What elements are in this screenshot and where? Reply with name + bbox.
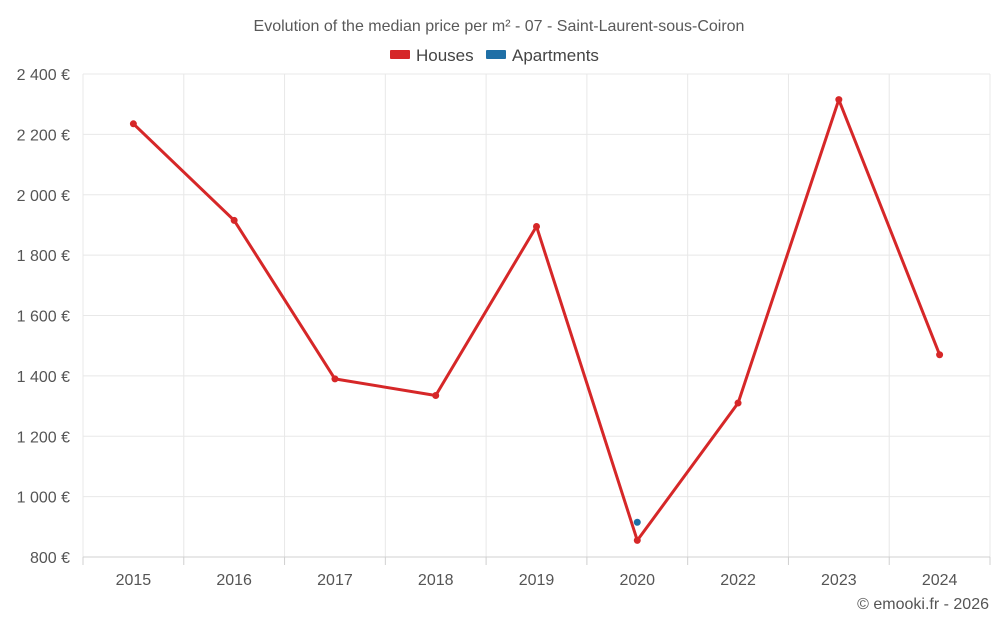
legend-item-houses[interactable]: Houses <box>390 46 474 65</box>
legend-item-apartments[interactable]: Apartments <box>486 46 599 65</box>
legend-swatch-houses <box>390 50 410 59</box>
y-tick-label: 1 400 € <box>17 369 70 386</box>
y-tick-label: 800 € <box>30 550 70 567</box>
x-tick-label: 2020 <box>619 572 655 589</box>
legend-swatch-apartments <box>486 50 506 59</box>
series <box>129 96 944 544</box>
data-point-houses[interactable] <box>533 222 540 230</box>
data-point-houses[interactable] <box>129 120 137 128</box>
x-tick-label: 2017 <box>317 572 353 589</box>
grid <box>82 73 991 557</box>
y-tick-label: 1 200 € <box>17 429 70 446</box>
x-tick-label: 2015 <box>116 572 152 589</box>
y-tick-label: 1 000 € <box>17 490 70 507</box>
legend: Houses Apartments <box>390 46 599 65</box>
y-tick-label: 1 800 € <box>17 248 70 265</box>
x-tick-label: 2023 <box>821 572 857 589</box>
legend-label-apartments: Apartments <box>512 46 599 65</box>
x-tick-label: 2018 <box>418 572 454 589</box>
x-tick-label: 2024 <box>922 572 958 589</box>
y-tick-label: 1 600 € <box>17 309 70 326</box>
x-tick-label: 2016 <box>216 572 252 589</box>
chart-title: Evolution of the median price per m² - 0… <box>254 18 745 35</box>
y-tick-label: 2 200 € <box>17 127 70 144</box>
x-tick-label: 2019 <box>519 572 555 589</box>
legend-label-houses: Houses <box>416 46 474 65</box>
data-point-houses[interactable] <box>734 399 742 407</box>
data-point-apartments[interactable] <box>633 518 641 526</box>
y-axis: 800 € 1 000 € 1 200 € 1 400 € 1 600 € 1 800 €… <box>17 67 70 567</box>
x-tick-label: 2022 <box>720 572 756 589</box>
data-point-houses[interactable] <box>835 96 843 104</box>
data-point-houses[interactable] <box>331 375 339 383</box>
y-tick-label: 2 000 € <box>17 188 70 205</box>
data-point-houses[interactable] <box>936 351 944 359</box>
x-axis: 2015 2016 2017 2018 2019 2020 2022 2023 2024 <box>82 556 991 589</box>
data-point-houses[interactable] <box>633 536 641 544</box>
credit-text: © emooki.fr - 2026 <box>857 596 989 613</box>
series-line-houses <box>132 98 941 542</box>
data-point-houses[interactable] <box>230 216 238 224</box>
y-tick-label: 2 400 € <box>17 67 70 84</box>
data-point-houses[interactable] <box>432 391 440 399</box>
